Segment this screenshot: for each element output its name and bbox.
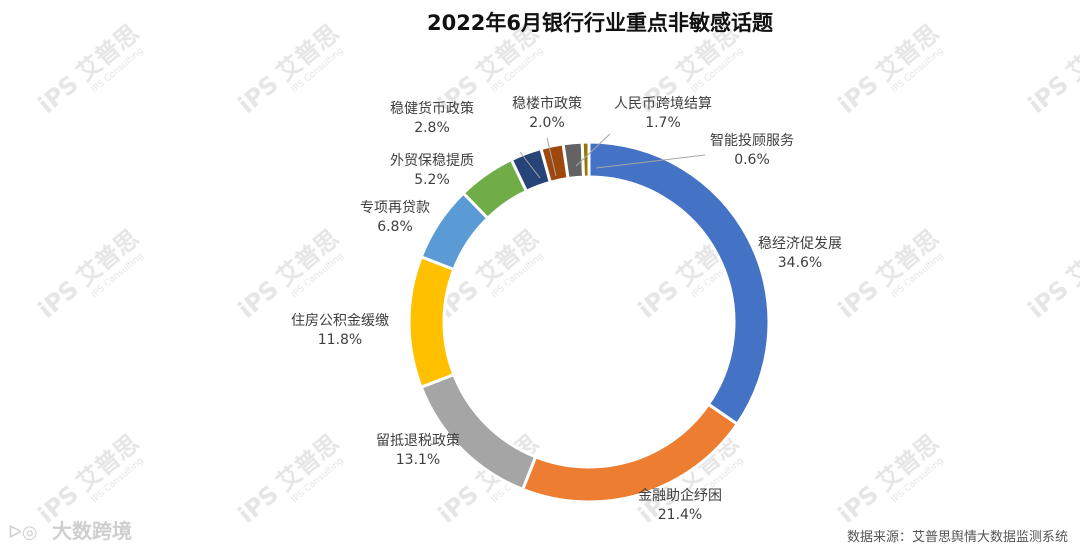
slice-value-2: 21.4% — [658, 507, 702, 523]
watermark-text: 艾普思 — [1061, 224, 1080, 292]
watermark-logo: iPS — [233, 275, 284, 324]
watermark-logo: iPS — [633, 275, 684, 324]
slice-labels: 稳经济促发展 34.6% 金融助企纾困 21.4% 留抵退税政策 13.1% 住房公积金缓缴… — [291, 95, 842, 523]
slice-label-9: 人民币跨境结算 — [614, 96, 712, 112]
watermark-logo: iPS — [1023, 275, 1074, 324]
watermark-logo: iPS — [433, 480, 484, 529]
slice-value-10: 0.6% — [734, 152, 770, 168]
slice-1 — [587, 140, 771, 427]
slice-value-6: 5.2% — [414, 172, 450, 188]
watermark-logo: iPS — [233, 70, 284, 119]
slice-9 — [561, 140, 586, 181]
slice-label-7: 稳健货币政策 — [390, 100, 474, 117]
watermark-logo: iPS — [833, 70, 884, 119]
leader-line-8 — [546, 137, 557, 177]
watermark-logo: iPS — [33, 275, 84, 324]
slice-label-5: 专项再贷款 — [360, 200, 430, 216]
brand-logo: ᐅ◎ 大数跨境 — [8, 519, 132, 543]
slice-value-9: 1.7% — [645, 115, 681, 131]
brand-name: 大数跨境 — [52, 519, 132, 543]
slice-value-4: 11.8% — [318, 332, 362, 348]
slice-value-3: 13.1% — [396, 452, 440, 468]
leader-line-9 — [575, 133, 611, 167]
watermark-logo: iPS — [833, 275, 884, 324]
slice-label-6: 外贸保稳提质 — [390, 153, 474, 169]
slice-label-10: 智能投顾服务 — [710, 133, 794, 149]
slice-label-2: 金融助企纾困 — [638, 487, 722, 504]
slice-value-5: 6.8% — [377, 219, 413, 235]
donut-slices — [407, 140, 771, 504]
slice-value-1: 34.6% — [778, 255, 822, 271]
watermark-logo: iPS — [1023, 70, 1074, 119]
slice-label-1: 稳经济促发展 — [758, 236, 842, 252]
slice-label-3: 留抵退税政策 — [376, 432, 460, 449]
brand-icon: ᐅ◎ — [8, 522, 38, 543]
leader-line-7 — [519, 151, 541, 179]
slice-label-4: 住房公积金缓缴 — [291, 313, 389, 329]
slice-value-7: 2.8% — [414, 120, 450, 136]
slice-10 — [580, 140, 591, 179]
source-note: 数据来源：艾普思舆情大数据监测系统 — [847, 530, 1068, 545]
watermark-logo: iPS — [833, 480, 884, 529]
watermark-logo: iPS — [233, 480, 284, 529]
slice-value-8: 2.0% — [529, 115, 565, 131]
chart-title: 2022年6月银行行业重点非敏感话题 — [427, 11, 774, 35]
leader-lines — [519, 133, 706, 179]
watermark-text: 艾普思 — [1061, 19, 1080, 87]
watermark-logo: iPS — [33, 70, 84, 119]
slice-4 — [407, 254, 456, 390]
slice-label-8: 稳楼市政策 — [512, 95, 582, 112]
leader-line-10 — [595, 154, 706, 169]
